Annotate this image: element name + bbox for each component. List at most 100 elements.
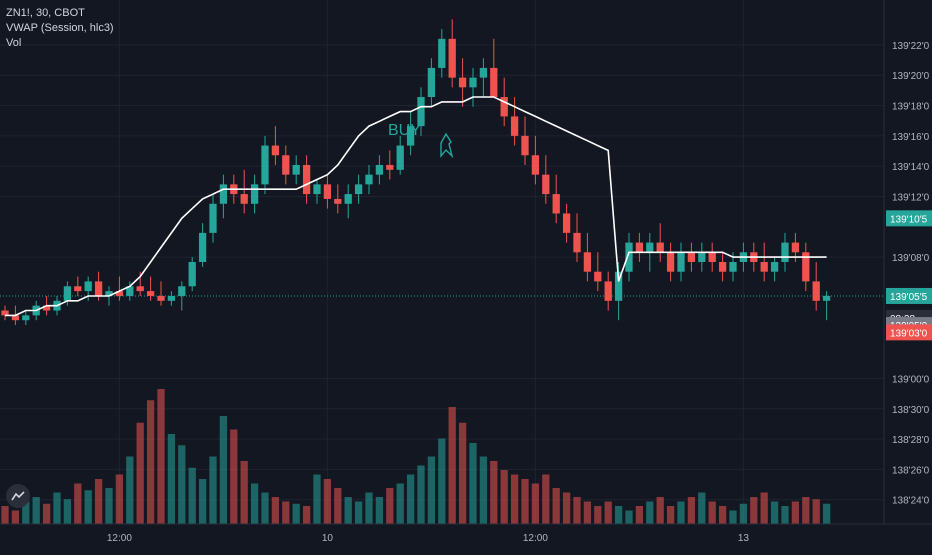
volume-bar	[531, 483, 540, 524]
candle-body[interactable]	[188, 262, 196, 287]
volume-bar	[74, 483, 82, 524]
candle-body[interactable]	[386, 164, 394, 170]
candle-body[interactable]	[261, 145, 269, 185]
buy-annotation-text[interactable]: BUY	[388, 122, 421, 139]
candle-body[interactable]	[604, 281, 612, 301]
candle-body[interactable]	[302, 164, 311, 195]
candle-body[interactable]	[375, 164, 384, 175]
candle-body[interactable]	[458, 77, 467, 88]
candle-body[interactable]	[469, 77, 477, 88]
candle-body[interactable]	[646, 242, 654, 253]
candle-body[interactable]	[219, 184, 228, 204]
candle-body[interactable]	[510, 116, 519, 136]
candle-body[interactable]	[521, 135, 529, 156]
candle-body[interactable]	[500, 97, 508, 117]
price-tick-label: 138'28'0	[892, 435, 930, 446]
volume-bar	[812, 499, 820, 524]
candle-body[interactable]	[770, 262, 779, 272]
candle-body[interactable]	[791, 242, 800, 253]
candle-body[interactable]	[812, 281, 820, 301]
candle-body[interactable]	[63, 286, 72, 301]
candle-body[interactable]	[167, 295, 176, 301]
candle-body[interactable]	[802, 252, 810, 282]
candle-body[interactable]	[594, 271, 602, 282]
price-tick-label: 139'18'0	[892, 102, 930, 113]
candle-body[interactable]	[406, 126, 415, 146]
candle-body[interactable]	[531, 155, 540, 175]
price-tick-label: 139'12'0	[892, 193, 930, 204]
candle-body[interactable]	[313, 184, 321, 195]
candle-body[interactable]	[105, 291, 113, 296]
volume-indicator-label[interactable]: Vol	[6, 37, 22, 49]
candle-body[interactable]	[178, 286, 186, 296]
candle-body[interactable]	[698, 252, 706, 262]
candle-body[interactable]	[157, 295, 165, 301]
volume-bar	[802, 497, 810, 524]
price-tick-label: 139'22'0	[892, 41, 930, 52]
candle-body[interactable]	[22, 315, 30, 321]
logo-glyph-icon	[11, 491, 25, 501]
volume-bar	[230, 429, 238, 524]
candle-body[interactable]	[42, 305, 51, 311]
candle-body[interactable]	[282, 155, 290, 175]
candle-body[interactable]	[396, 145, 404, 170]
candle-body[interactable]	[479, 67, 488, 78]
candle-body[interactable]	[781, 242, 789, 262]
volume-bar	[32, 497, 40, 524]
candle-body[interactable]	[760, 262, 768, 272]
candle-body[interactable]	[718, 262, 727, 272]
candle-body[interactable]	[614, 271, 623, 301]
candle-body[interactable]	[271, 145, 280, 156]
candle-body[interactable]	[94, 281, 103, 296]
candle-body[interactable]	[84, 281, 92, 292]
volume-bar	[614, 506, 623, 524]
price-badge	[886, 324, 932, 341]
candle-body[interactable]	[323, 184, 332, 199]
candle-body[interactable]	[552, 194, 560, 214]
candle-body[interactable]	[292, 164, 300, 175]
volume-bar	[354, 501, 363, 524]
candle-body[interactable]	[365, 174, 373, 185]
candle-body[interactable]	[344, 194, 352, 204]
tradingview-logo-icon[interactable]	[6, 484, 30, 508]
candle-body[interactable]	[573, 232, 581, 253]
candle-body[interactable]	[334, 198, 342, 204]
candle-body[interactable]	[583, 252, 592, 272]
candle-body[interactable]	[562, 213, 571, 233]
candle-body[interactable]	[625, 242, 633, 272]
volume-bar	[63, 499, 72, 524]
candle-body[interactable]	[822, 295, 831, 301]
candle-body[interactable]	[115, 291, 124, 296]
candle-body[interactable]	[11, 315, 20, 321]
candle-body[interactable]	[656, 242, 664, 253]
volume-bar	[604, 501, 612, 524]
candle-body[interactable]	[427, 67, 436, 98]
candle-body[interactable]	[417, 97, 425, 127]
candle-body[interactable]	[209, 203, 217, 233]
price-tick-label: 139'16'0	[892, 132, 930, 143]
candle-body[interactable]	[729, 262, 737, 272]
vwap-indicator-label[interactable]: VWAP (Session, hlc3)	[6, 22, 114, 34]
candle-body[interactable]	[666, 252, 675, 272]
candle-body[interactable]	[74, 286, 82, 292]
candle-body[interactable]	[250, 184, 259, 204]
candle-body[interactable]	[708, 252, 716, 262]
candle-body[interactable]	[1, 310, 9, 316]
candle-body[interactable]	[438, 38, 446, 68]
candle-body[interactable]	[136, 286, 144, 292]
candle-body[interactable]	[677, 252, 685, 272]
volume-bar	[146, 400, 155, 524]
candle-body[interactable]	[448, 38, 456, 78]
candle-body[interactable]	[198, 232, 207, 262]
candle-body[interactable]	[146, 291, 155, 296]
candle-body[interactable]	[354, 184, 363, 195]
candle-body[interactable]	[240, 194, 248, 204]
candle-body[interactable]	[635, 242, 644, 253]
candle-body[interactable]	[490, 67, 498, 98]
volume-bar	[448, 407, 456, 524]
candle-body[interactable]	[126, 286, 134, 296]
candle-body[interactable]	[542, 174, 550, 195]
candle-body[interactable]	[687, 252, 696, 262]
